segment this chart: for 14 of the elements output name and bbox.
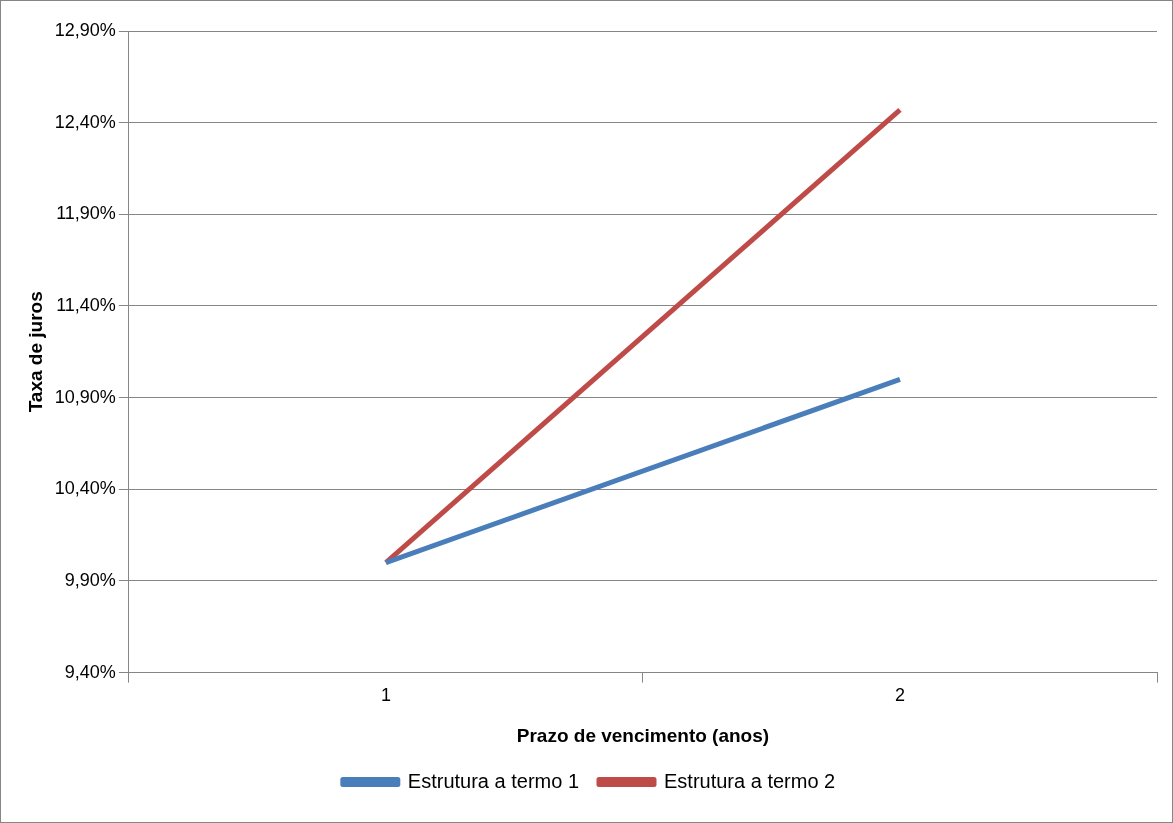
x-tick-label: 1 — [380, 685, 391, 706]
y-tick-label: 9,90% — [64, 569, 116, 590]
y-tick-label: 11,40% — [56, 294, 116, 315]
y-tick-label: 10,90% — [54, 386, 116, 407]
legend-label: Estrutura a termo 1 — [407, 769, 580, 792]
y-tick-label: 12,90% — [54, 19, 116, 40]
x-axis-title: Prazo de vencimento (anos) — [516, 724, 770, 746]
legend-label: Estrutura a termo 2 — [664, 769, 836, 792]
y-tick-label: 12,40% — [54, 111, 116, 132]
x-tick-label: 2 — [894, 685, 905, 706]
y-axis-title: Taxa de juros — [24, 291, 46, 413]
y-tick-label: 10,40% — [54, 478, 116, 499]
y-tick-label: 11,90% — [56, 203, 116, 224]
y-tick-label: 9,40% — [64, 661, 116, 682]
